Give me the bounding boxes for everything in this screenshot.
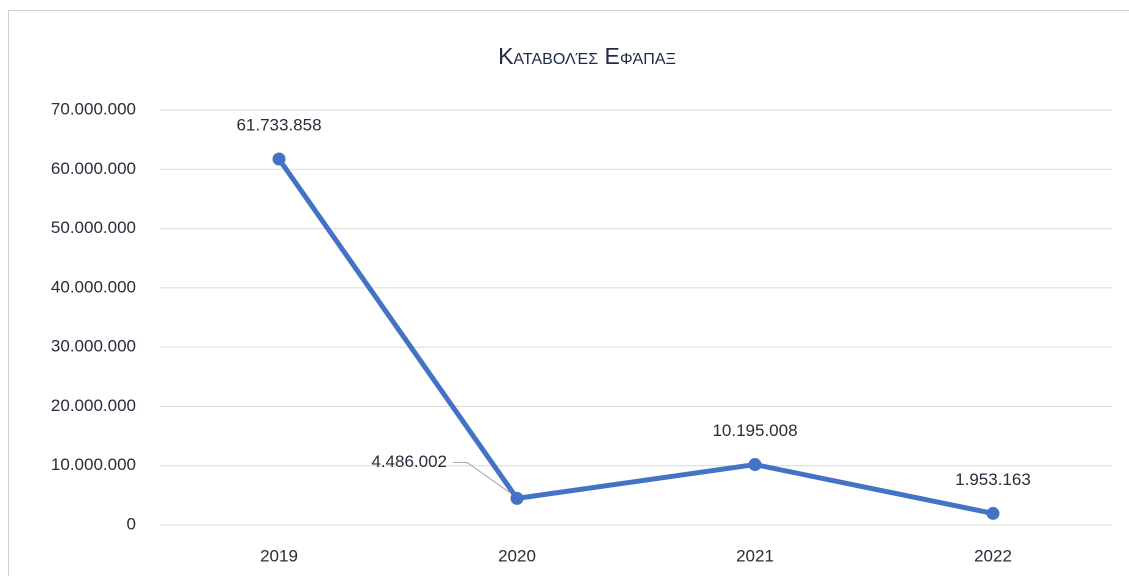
x-tick-label: 2021 xyxy=(736,546,774,565)
chart-frame xyxy=(8,10,1129,576)
y-tick-label: 60.000.000 xyxy=(51,159,136,178)
data-point xyxy=(510,491,524,505)
x-tick-label: 2022 xyxy=(974,546,1012,565)
data-label: 10.195.008 xyxy=(712,421,797,440)
series-line xyxy=(276,157,994,516)
data-point xyxy=(748,458,762,472)
leader-line xyxy=(466,461,512,494)
x-tick-label: 2020 xyxy=(498,546,536,565)
chart-title: Καταβολές Εφάπαξ xyxy=(498,43,676,69)
y-tick-label: 0 xyxy=(127,514,136,533)
y-tick-label: 10.000.000 xyxy=(51,455,136,474)
y-tick-label: 20.000.000 xyxy=(51,396,136,415)
data-label: 61.733.858 xyxy=(236,115,321,134)
y-tick-label: 30.000.000 xyxy=(51,337,136,356)
y-tick-label: 50.000.000 xyxy=(51,218,136,237)
y-tick-label: 70.000.000 xyxy=(51,99,136,118)
data-label: 1.953.163 xyxy=(955,470,1031,489)
y-tick-label: 40.000.000 xyxy=(51,277,136,296)
data-point xyxy=(986,506,1000,520)
data-label: 4.486.002 xyxy=(371,452,447,471)
x-tick-label: 2019 xyxy=(260,546,298,565)
data-point xyxy=(272,152,286,166)
